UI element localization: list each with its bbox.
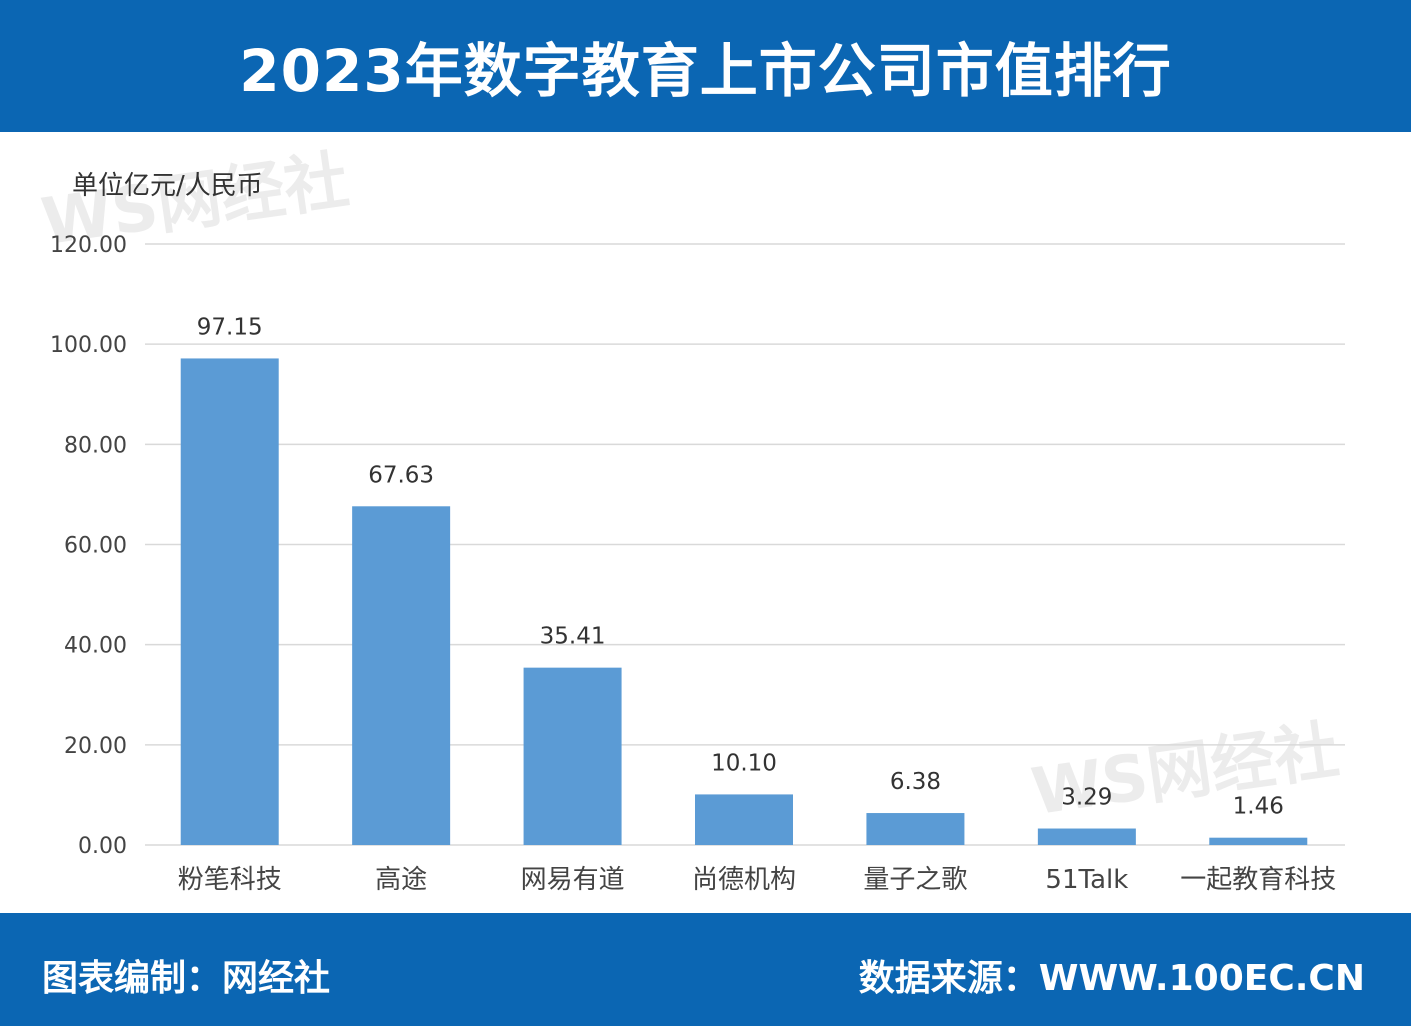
bar-chart: 0.00 20.00 40.00 60.00 80.00 100.00 120.00 97.1…: [50, 233, 1345, 895]
y-tick-label: 20.00: [64, 734, 127, 759]
y-tick-label: 60.00: [64, 534, 127, 559]
bar: [180, 358, 279, 845]
bar: [1209, 837, 1308, 845]
footer: 图表编制：网经社 数据来源：WWW.100EC.CN: [0, 913, 1411, 1026]
y-tick-label: 0.00: [78, 834, 127, 859]
x-tick-label: 一起教育科技: [1180, 865, 1336, 895]
data-label: 1.46: [1233, 794, 1284, 820]
data-label: 3.29: [1061, 785, 1112, 811]
bar: [523, 667, 622, 845]
x-tick-label: 51Talk: [1045, 865, 1128, 895]
x-tick-label: 高途: [375, 865, 427, 895]
y-tick-label: 40.00: [64, 634, 127, 659]
data-label: 35.41: [540, 624, 606, 650]
bar: [1037, 828, 1136, 845]
footer-source: 数据来源：WWW.100EC.CN: [858, 958, 1365, 999]
data-label: 67.63: [368, 462, 434, 488]
x-tick-label: 网易有道: [521, 865, 625, 895]
y-tick-label: 80.00: [64, 433, 127, 458]
bar: [695, 794, 793, 845]
x-tick-label: 尚德机构: [692, 865, 796, 895]
chart-title: 2023年数字教育上市公司市值排行: [0, 0, 1411, 132]
data-label: 6.38: [890, 769, 941, 795]
data-label: 97.15: [197, 314, 263, 340]
y-tick-label: 120.00: [50, 233, 127, 258]
y-tick-label: 100.00: [50, 333, 127, 358]
footer-credit: 图表编制：网经社: [42, 958, 331, 999]
x-tick-label: 粉笔科技: [178, 865, 282, 895]
bar: [352, 506, 451, 845]
x-tick-label: 量子之歌: [863, 865, 967, 895]
bar: [866, 813, 965, 845]
data-label: 10.10: [711, 750, 777, 776]
y-axis-unit-label: 单位亿元/人民币: [72, 171, 263, 201]
